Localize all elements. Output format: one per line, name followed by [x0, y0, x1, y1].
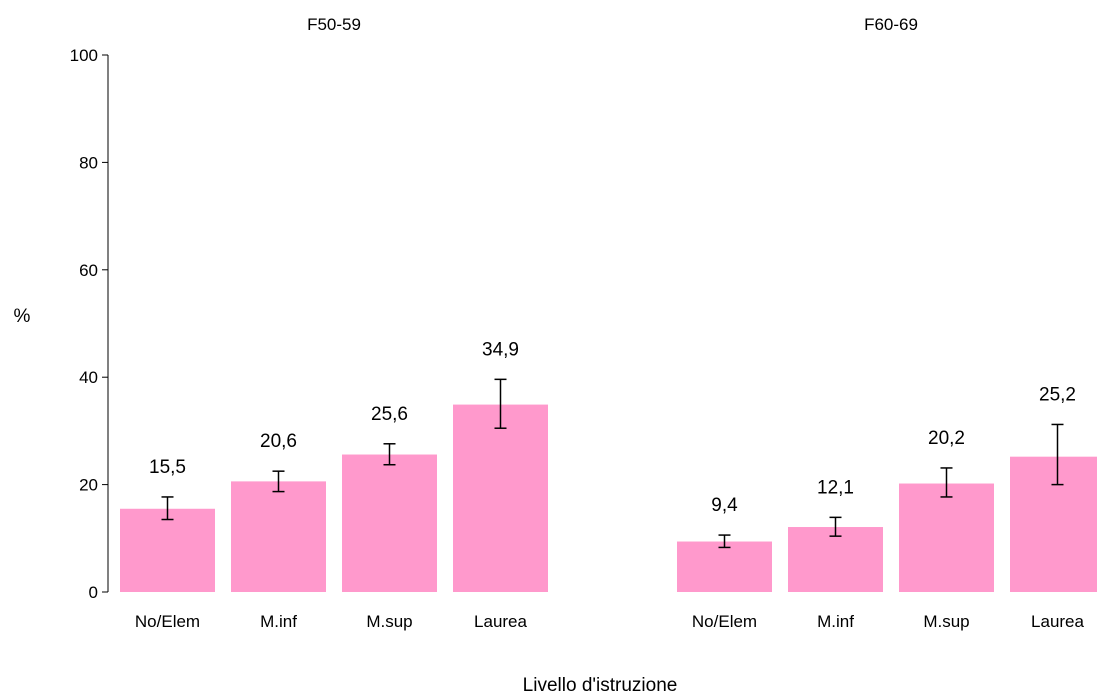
value-label: 25,6 [371, 404, 408, 425]
value-label: 15,5 [149, 457, 186, 478]
error-bar [718, 534, 731, 549]
bar [677, 541, 772, 592]
value-label: 20,6 [260, 431, 297, 452]
y-tick-label: 0 [89, 583, 98, 602]
category-label: M.inf [817, 612, 854, 631]
category-label: M.sup [923, 612, 969, 631]
category-label: No/Elem [692, 612, 757, 631]
value-label: 20,2 [928, 428, 965, 449]
y-tick-label: 80 [79, 153, 98, 172]
y-tick-label: 100 [70, 46, 98, 65]
error-bar [383, 443, 396, 466]
category-label: M.inf [260, 612, 297, 631]
group-title: F50-59 [307, 15, 361, 34]
category-label: No/Elem [135, 612, 200, 631]
category-label: M.sup [366, 612, 412, 631]
error-bar [494, 378, 507, 429]
error-bar [1051, 423, 1064, 486]
error-bar [940, 467, 953, 498]
y-axis: 0 20 40 60 80 100 [70, 46, 109, 602]
bar-group: F60-69 9,4 No/Elem 12,1 M.inf 20,2 M.sup 25,2 La… [677, 15, 1097, 631]
value-label: 12,1 [817, 477, 854, 498]
bar [453, 404, 548, 592]
bar-group: F50-59 15,5 No/Elem 20,6 M.inf 25,6 M.sup 34,9 L… [120, 15, 548, 631]
bar [899, 483, 994, 592]
bar [1010, 456, 1097, 592]
category-label: Laurea [1031, 612, 1084, 631]
x-axis-title: Livello d'istruzione [523, 675, 678, 694]
group-title: F60-69 [864, 15, 918, 34]
bar [788, 527, 883, 592]
y-tick-label: 20 [79, 476, 98, 495]
value-label: 25,2 [1039, 384, 1076, 405]
y-tick-label: 40 [79, 368, 98, 387]
bar [342, 454, 437, 592]
category-label: Laurea [474, 612, 527, 631]
error-bar [829, 516, 842, 537]
bar-groups: F50-59 15,5 No/Elem 20,6 M.inf 25,6 M.sup 34,9 L… [120, 15, 1097, 631]
error-bar [272, 470, 285, 493]
value-label: 34,9 [482, 339, 519, 360]
error-bar [161, 496, 174, 521]
bar [231, 481, 326, 592]
y-axis-title: % [14, 306, 31, 327]
bar [120, 508, 215, 592]
value-label: 9,4 [711, 495, 738, 516]
y-tick-label: 60 [79, 261, 98, 280]
